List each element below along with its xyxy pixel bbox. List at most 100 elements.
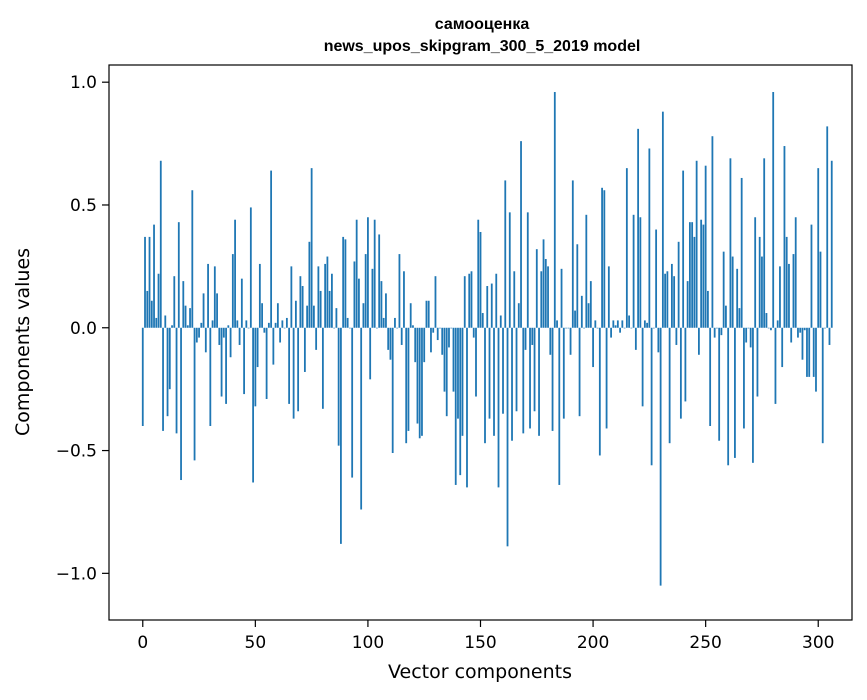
- bar-38: [227, 325, 230, 328]
- y-tick-label: −1.0: [56, 564, 97, 584]
- bar-101: [369, 327, 372, 380]
- bar-168: [520, 141, 522, 328]
- bar-176: [538, 327, 540, 436]
- bar-125: [423, 327, 426, 363]
- bar-20: [186, 325, 189, 328]
- bar-269: [747, 327, 750, 329]
- bar-204: [601, 187, 603, 328]
- x-tick-label: 150: [464, 633, 496, 653]
- bar-299: [815, 327, 817, 392]
- bar-278: [767, 327, 770, 329]
- bar-1: [144, 236, 146, 328]
- bar-243: [688, 222, 691, 328]
- bar-128: [430, 327, 432, 353]
- bar-229: [657, 327, 660, 353]
- bar-109: [387, 327, 390, 350]
- bar-273: [756, 327, 759, 397]
- bar-68: [294, 300, 297, 328]
- bar-75: [310, 168, 313, 328]
- bar-287: [788, 263, 790, 328]
- bar-235: [670, 263, 673, 328]
- bar-160: [502, 327, 504, 414]
- bar-53: [261, 303, 263, 328]
- bar-163: [508, 212, 511, 328]
- bar-51: [256, 327, 259, 368]
- bar-90: [344, 239, 347, 328]
- bar-123: [418, 327, 421, 439]
- bar-107: [382, 317, 385, 328]
- bar-82: [326, 256, 329, 328]
- bar-195: [580, 295, 583, 328]
- bar-219: [634, 327, 637, 350]
- bar-185: [558, 327, 561, 485]
- plot-frame: [108, 64, 853, 621]
- bar-115: [400, 327, 403, 345]
- bar-80: [321, 327, 324, 409]
- bar-271: [752, 327, 754, 463]
- bar-146: [470, 271, 473, 328]
- bar-114: [398, 254, 401, 328]
- bar-293: [801, 327, 804, 360]
- bar-15: [175, 327, 178, 434]
- bar-23: [193, 327, 196, 461]
- bar-134: [443, 327, 446, 392]
- x-tick-label: 200: [577, 633, 609, 653]
- bar-294: [803, 327, 806, 331]
- bar-46: [245, 320, 248, 328]
- bar-41: [234, 219, 236, 328]
- bar-237: [675, 327, 678, 345]
- bar-285: [783, 146, 786, 328]
- bar-186: [560, 268, 563, 328]
- bar-304: [826, 126, 829, 328]
- bar-154: [488, 327, 491, 419]
- bar-199: [589, 281, 592, 328]
- bar-78: [317, 266, 320, 328]
- bar-54: [263, 327, 266, 333]
- bar-97: [360, 327, 363, 510]
- bar-192: [574, 310, 576, 328]
- bar-66: [290, 266, 293, 328]
- bar-253: [711, 136, 714, 328]
- bar-70: [299, 276, 302, 328]
- bar-157: [495, 273, 498, 328]
- bar-268: [745, 327, 748, 343]
- bar-173: [531, 327, 534, 345]
- bar-18: [182, 281, 185, 328]
- bar-295: [806, 327, 808, 377]
- bar-95: [355, 219, 358, 328]
- bar-92: [349, 327, 351, 329]
- bar-69: [297, 327, 300, 412]
- bar-39: [229, 327, 232, 358]
- bar-111: [391, 327, 394, 454]
- bar-4: [150, 300, 153, 328]
- bar-286: [785, 236, 788, 328]
- bar-105: [378, 234, 381, 328]
- bar-67: [292, 327, 295, 419]
- bar-74: [308, 241, 311, 328]
- bar-48: [249, 207, 252, 328]
- bar-216: [628, 315, 630, 328]
- bar-260: [727, 327, 730, 466]
- bar-177: [540, 271, 543, 328]
- bar-17: [180, 327, 182, 481]
- bar-150: [479, 231, 482, 328]
- bar-6: [155, 317, 158, 328]
- bar-50: [254, 327, 257, 407]
- bar-257: [720, 327, 723, 336]
- bar-251: [707, 290, 709, 328]
- bar-240: [682, 170, 685, 328]
- bar-303: [824, 327, 826, 329]
- bar-188: [565, 327, 567, 329]
- bar-258: [722, 251, 725, 328]
- bar-222: [641, 327, 644, 407]
- bar-106: [380, 281, 383, 328]
- bar-56: [267, 322, 270, 328]
- bar-152: [484, 327, 486, 444]
- bar-184: [556, 320, 558, 328]
- bar-181: [549, 327, 552, 355]
- x-tick-label: 100: [352, 633, 384, 653]
- bar-30: [209, 327, 212, 426]
- bar-3: [148, 236, 151, 328]
- bar-206: [605, 327, 608, 429]
